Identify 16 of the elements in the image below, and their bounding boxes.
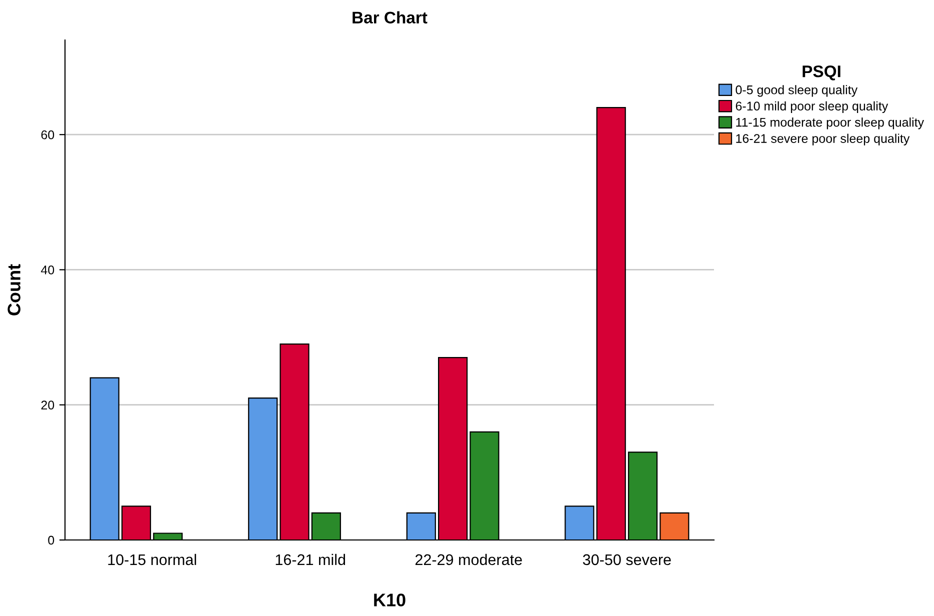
x-tick-label: 10-15 normal [108,554,196,566]
x-tick-label: 30-50 severe [582,554,671,566]
y-tick-label: 20 [41,400,54,410]
x-tick-label: 22-29 moderate [415,554,522,566]
chart-title: Bar Chart [352,11,428,24]
y-tick-label: 0 [48,536,54,545]
legend-label: 16-21 severe poor sleep quality [736,134,910,146]
x-axis-title: K10 [374,594,406,606]
x-tick-label: 16-21 mild [276,554,346,566]
legend-title: PSQI [802,65,840,80]
legend-label: 6-10 mild poor sleep quality [736,101,888,113]
legend-label: 0-5 good sleep quality [736,85,858,97]
legend-label: 11-15 moderate poor sleep quality [736,118,924,130]
y-axis-title: Count [8,264,20,316]
y-tick-label: 60 [41,130,54,140]
y-tick-label: 40 [40,266,54,274]
